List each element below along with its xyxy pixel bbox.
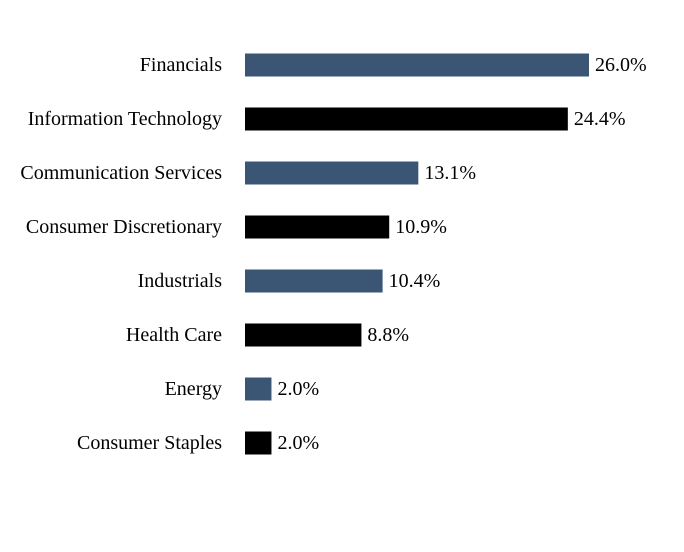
category-label-communication-services: Communication Services — [20, 162, 222, 184]
value-label-industrials: 10.4% — [389, 270, 441, 292]
value-label-financials: 26.0% — [595, 54, 647, 76]
value-label-communication-services: 13.1% — [424, 162, 476, 184]
category-label-energy: Energy — [165, 378, 222, 400]
bar-energy — [245, 377, 272, 401]
value-label-energy: 2.0% — [277, 378, 319, 400]
bar-information-technology — [245, 107, 568, 131]
bar-consumer-discretionary — [245, 215, 390, 239]
value-label-consumer-staples: 2.0% — [277, 432, 319, 454]
category-label-industrials: Industrials — [138, 270, 223, 292]
category-label-consumer-discretionary: Consumer Discretionary — [26, 216, 222, 238]
value-labels: 26.0% 24.4% 13.1% 10.9% 10.4% 8.8% 2.0% 2.0% — [277, 54, 646, 454]
bar-industrials — [245, 269, 383, 293]
category-label-consumer-staples: Consumer Staples — [77, 432, 222, 454]
bar-consumer-staples — [245, 431, 272, 455]
bars — [245, 53, 589, 455]
category-label-financials: Financials — [140, 54, 222, 76]
value-label-information-technology: 24.4% — [574, 108, 626, 130]
category-labels: Financials Information Technology Communic… — [20, 54, 222, 454]
value-label-health-care: 8.8% — [367, 324, 409, 346]
bar-financials — [245, 53, 589, 77]
category-label-information-technology: Information Technology — [28, 108, 222, 130]
value-label-consumer-discretionary: 10.9% — [395, 216, 447, 238]
category-label-health-care: Health Care — [126, 324, 222, 346]
bar-health-care — [245, 323, 362, 347]
bar-communication-services — [245, 161, 419, 185]
